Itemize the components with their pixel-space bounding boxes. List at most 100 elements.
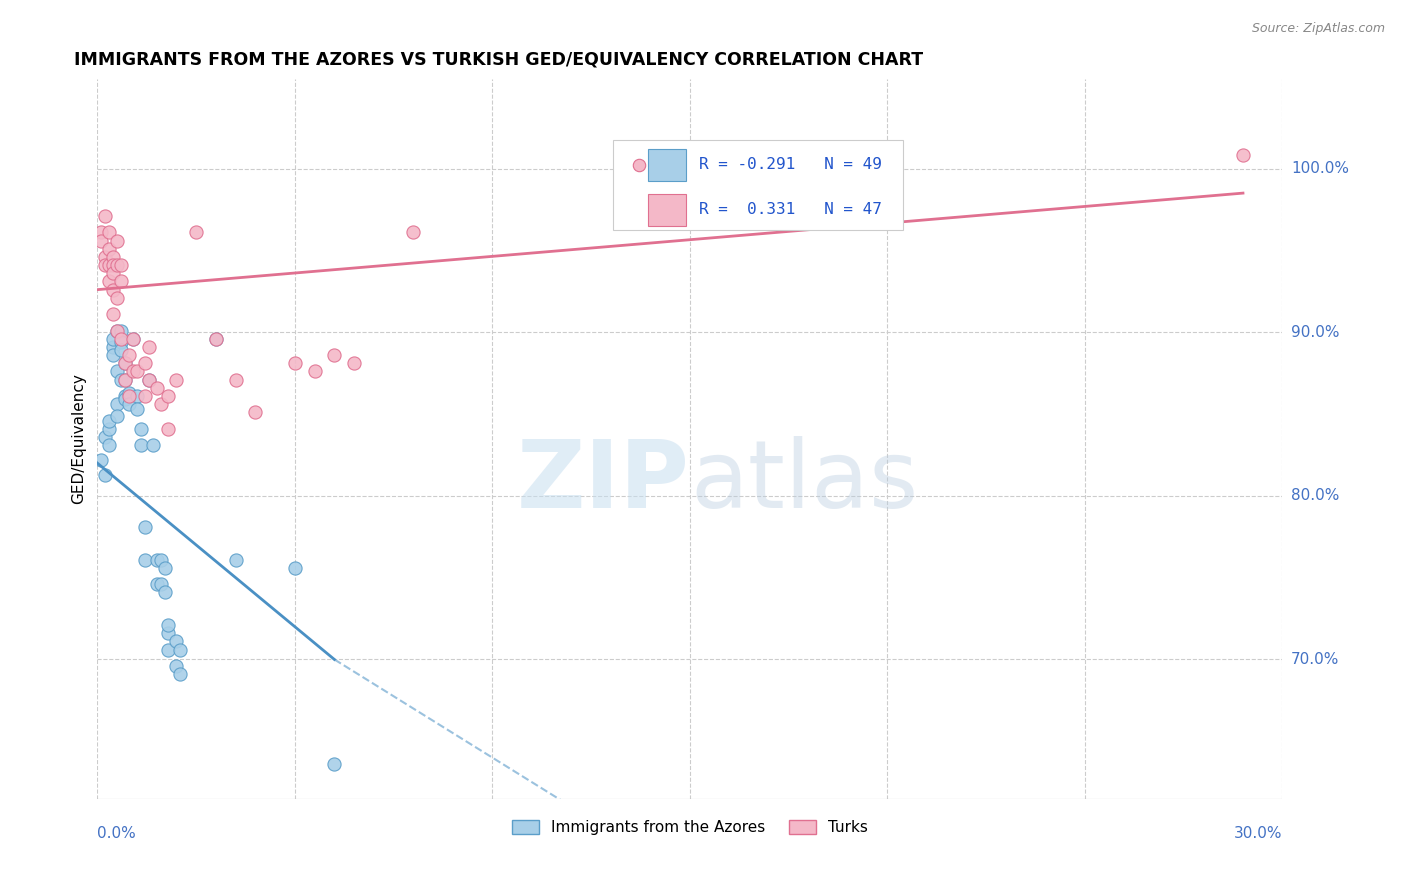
- Text: 0.0%: 0.0%: [97, 826, 136, 841]
- Point: [129, 438, 152, 452]
- Point: [110, 343, 132, 358]
- Point: [122, 332, 145, 346]
- Point: [98, 413, 121, 427]
- Point: [402, 226, 425, 240]
- Point: [169, 667, 191, 681]
- Point: [134, 520, 156, 534]
- FancyBboxPatch shape: [648, 194, 686, 226]
- Point: [323, 348, 346, 362]
- Point: [153, 561, 176, 575]
- Point: [94, 430, 117, 444]
- Point: [101, 307, 124, 321]
- Text: Source: ZipAtlas.com: Source: ZipAtlas.com: [1251, 22, 1385, 36]
- Point: [98, 438, 121, 452]
- FancyBboxPatch shape: [648, 149, 686, 181]
- Point: [125, 402, 148, 417]
- Point: [105, 258, 128, 272]
- Point: [165, 659, 187, 673]
- Point: [90, 453, 112, 467]
- Point: [134, 552, 156, 566]
- Point: [98, 275, 121, 289]
- Text: 100.0%: 100.0%: [1291, 161, 1348, 176]
- Point: [122, 364, 145, 378]
- Point: [149, 552, 172, 566]
- Point: [169, 642, 191, 657]
- Point: [101, 340, 124, 354]
- Point: [1232, 148, 1254, 162]
- Point: [153, 585, 176, 599]
- Point: [114, 389, 136, 403]
- Point: [94, 467, 117, 482]
- Point: [110, 334, 132, 349]
- Text: ZIP: ZIP: [517, 436, 690, 528]
- Point: [105, 291, 128, 305]
- Point: [90, 234, 112, 248]
- Point: [114, 373, 136, 387]
- Point: [149, 397, 172, 411]
- Text: 30.0%: 30.0%: [1234, 826, 1282, 841]
- Point: [225, 373, 247, 387]
- Point: [101, 332, 124, 346]
- Point: [157, 618, 180, 632]
- Point: [110, 258, 132, 272]
- Point: [142, 438, 165, 452]
- Point: [145, 577, 167, 591]
- Point: [284, 561, 307, 575]
- Point: [98, 422, 121, 436]
- Point: [129, 422, 152, 436]
- Point: [98, 258, 121, 272]
- Point: [114, 356, 136, 370]
- Point: [105, 234, 128, 248]
- Point: [101, 258, 124, 272]
- Point: [157, 642, 180, 657]
- Point: [323, 757, 346, 772]
- Point: [94, 258, 117, 272]
- Point: [138, 373, 160, 387]
- Point: [157, 626, 180, 640]
- Point: [134, 356, 156, 370]
- Point: [149, 577, 172, 591]
- Point: [118, 385, 141, 400]
- Text: 90.0%: 90.0%: [1291, 325, 1340, 340]
- Point: [284, 356, 307, 370]
- Point: [90, 226, 112, 240]
- Point: [343, 356, 366, 370]
- Point: [304, 364, 326, 378]
- Text: R =  0.331   N = 47: R = 0.331 N = 47: [699, 202, 883, 218]
- Point: [157, 422, 180, 436]
- Point: [101, 266, 124, 280]
- Point: [101, 283, 124, 297]
- Point: [105, 324, 128, 338]
- Point: [114, 356, 136, 370]
- Point: [98, 242, 121, 256]
- Point: [125, 389, 148, 403]
- Point: [245, 405, 267, 419]
- Point: [114, 392, 136, 407]
- Point: [165, 634, 187, 648]
- Point: [122, 332, 145, 346]
- Point: [114, 373, 136, 387]
- Point: [138, 340, 160, 354]
- Point: [98, 226, 121, 240]
- Point: [225, 552, 247, 566]
- Point: [205, 332, 228, 346]
- Point: [138, 373, 160, 387]
- Legend: Immigrants from the Azores, Turks: Immigrants from the Azores, Turks: [506, 814, 875, 841]
- Point: [205, 332, 228, 346]
- Point: [145, 381, 167, 395]
- Point: [134, 389, 156, 403]
- Text: 70.0%: 70.0%: [1291, 652, 1339, 667]
- Text: R = -0.291   N = 49: R = -0.291 N = 49: [699, 158, 883, 172]
- Point: [105, 364, 128, 378]
- Point: [145, 552, 167, 566]
- Point: [94, 209, 117, 223]
- FancyBboxPatch shape: [613, 140, 903, 230]
- Point: [118, 348, 141, 362]
- Point: [110, 275, 132, 289]
- Point: [165, 373, 187, 387]
- Point: [105, 324, 128, 338]
- Text: IMMIGRANTS FROM THE AZORES VS TURKISH GED/EQUIVALENCY CORRELATION CHART: IMMIGRANTS FROM THE AZORES VS TURKISH GE…: [73, 51, 922, 69]
- Point: [105, 397, 128, 411]
- Point: [94, 250, 117, 264]
- Point: [110, 332, 132, 346]
